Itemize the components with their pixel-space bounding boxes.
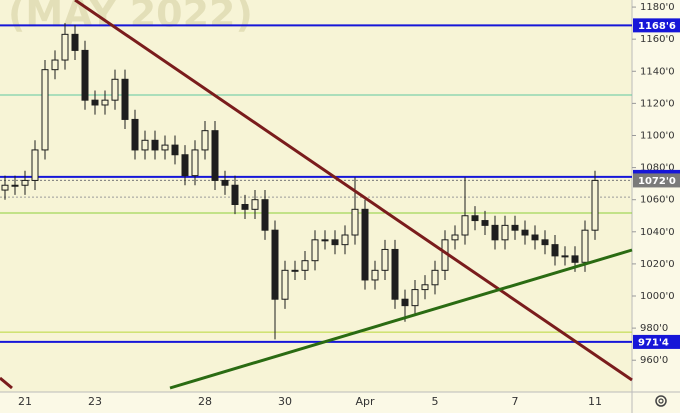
x-tick-label: 7: [512, 395, 519, 408]
candle-body: [181, 154, 189, 177]
candle-body: [301, 260, 309, 271]
y-tick-label: 1040'0: [640, 227, 675, 238]
x-tick-label: 5: [432, 395, 439, 408]
candle-body: [541, 239, 549, 246]
candle-body: [421, 284, 429, 291]
y-tick-label: 1120'0: [640, 98, 675, 109]
candle-body: [571, 255, 579, 263]
candle-body: [591, 179, 599, 231]
candle-body: [481, 220, 489, 226]
candle-body: [161, 144, 169, 151]
candle-body: [211, 130, 219, 181]
candle-body: [431, 269, 439, 286]
candle-body: [381, 248, 389, 271]
y-tick-label: 1100'0: [640, 130, 675, 141]
price-axis-panel: [632, 0, 680, 413]
y-tick-label: 1180'0: [640, 2, 675, 13]
candle-body: [61, 33, 69, 61]
candle-body: [241, 204, 249, 210]
candle-body: [201, 130, 209, 151]
candle-body: [291, 269, 299, 272]
candle-body: [281, 269, 289, 300]
level-label: 1072'0: [638, 176, 676, 187]
y-tick-label: 980'0: [640, 323, 668, 334]
settings-icon[interactable]: [655, 395, 667, 407]
candle-body: [71, 33, 79, 51]
candle-body: [131, 118, 139, 151]
y-tick-label: 1140'0: [640, 66, 675, 77]
time-axis-panel: [0, 392, 680, 413]
candle-body: [511, 224, 519, 231]
candle-body: [351, 208, 359, 236]
candle-body: [231, 184, 239, 206]
x-tick-label: 11: [588, 395, 602, 408]
candle-body: [411, 289, 419, 307]
candle-body: [221, 179, 229, 186]
x-tick-label: 21: [18, 395, 32, 408]
x-tick-label: 30: [278, 395, 292, 408]
candle-body: [271, 229, 279, 300]
gear[interactable]: [655, 395, 667, 407]
candle-body: [191, 149, 199, 177]
candle-body: [81, 49, 89, 101]
trendline: [74, 0, 633, 382]
candle-body: [251, 199, 259, 210]
candle-body: [21, 179, 29, 186]
candle-body: [501, 224, 509, 241]
candle-body: [41, 69, 49, 151]
candle-body: [521, 229, 529, 236]
candle-body: [371, 269, 379, 281]
candle-body: [121, 78, 129, 120]
watermark-title: (MAY 2022): [8, 0, 253, 36]
candle-body: [531, 234, 539, 241]
y-tick-label: 1020'0: [640, 259, 675, 270]
candle-body: [391, 248, 399, 300]
level-label-box: [633, 18, 680, 33]
y-tick-label: 1000'0: [640, 291, 675, 302]
trendline: [169, 248, 633, 390]
candle-body: [401, 298, 409, 307]
candle-body: [321, 239, 329, 242]
candle-body: [581, 229, 589, 263]
trendline: [0, 376, 13, 390]
y-tick-label: 1160'0: [640, 34, 675, 45]
candle-body: [361, 208, 369, 281]
candle-body: [31, 149, 39, 181]
candle-body: [101, 99, 109, 106]
candle-body: [1, 184, 9, 191]
level-label: 1168'6: [638, 21, 676, 32]
candle-body: [471, 215, 479, 222]
candle-body: [111, 78, 119, 101]
level-label: 971'4: [638, 337, 669, 348]
y-tick-label: 1060'0: [640, 195, 675, 206]
candle-body: [331, 239, 339, 246]
y-tick-label: 1080'0: [640, 163, 675, 174]
candle-body: [551, 244, 559, 257]
x-tick-label: 28: [198, 395, 212, 408]
candle-body: [461, 215, 469, 236]
candle-body: [451, 234, 459, 241]
candle-body: [341, 234, 349, 246]
candle-body: [141, 139, 149, 151]
candle-body: [561, 255, 569, 258]
candle-body: [261, 199, 269, 231]
candle-body: [151, 139, 159, 151]
x-tick-label: 23: [88, 395, 102, 408]
candle-body: [171, 144, 179, 156]
gear-hub[interactable]: [658, 398, 664, 404]
level-label-box: [633, 173, 680, 188]
x-tick-label: Apr: [355, 395, 375, 408]
y-tick-label: 960'0: [640, 355, 668, 366]
candle-body: [51, 59, 59, 71]
candle-body: [311, 239, 319, 262]
level-label-box: [633, 334, 680, 349]
candle-body: [491, 224, 499, 241]
candle-body: [91, 99, 99, 106]
candle-body: [11, 184, 19, 187]
